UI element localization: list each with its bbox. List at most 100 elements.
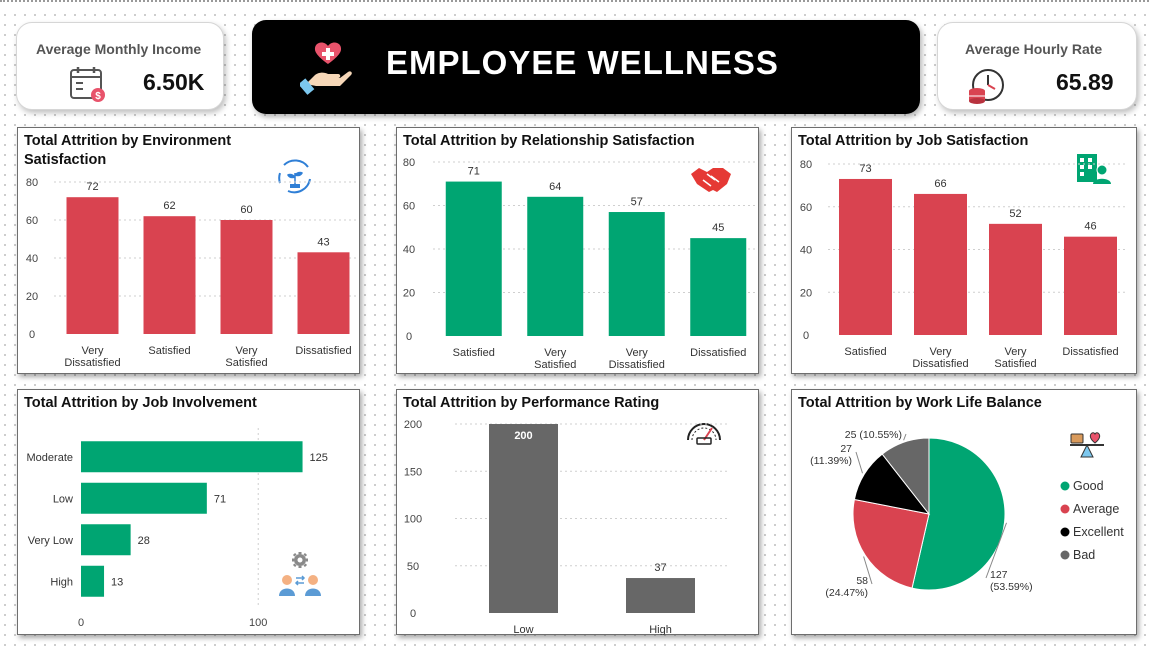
bar bbox=[81, 441, 303, 473]
pie-chart-work-life-balance: 127(53.59%) 58(24.47%) 27(11.39%) 25 (10.55… bbox=[810, 429, 1124, 599]
bar bbox=[608, 212, 665, 336]
x-tick-label: Very bbox=[81, 345, 104, 357]
data-label: 27 bbox=[840, 443, 852, 455]
chart-title: Total Attrition by Job Satisfaction bbox=[798, 133, 1029, 149]
x-tick-label: Low bbox=[513, 624, 533, 635]
data-label: 58 bbox=[856, 575, 868, 587]
bar bbox=[1064, 236, 1117, 335]
kpi-label: Average Hourly Rate bbox=[965, 41, 1103, 57]
leader-line bbox=[863, 556, 873, 585]
y-tick-label: 80 bbox=[26, 177, 38, 189]
y-tick-label: 40 bbox=[403, 244, 415, 256]
bar-chart-relationship-satisfaction: 02040608071Satisfied64VerySatisfied57Ver… bbox=[403, 157, 758, 371]
data-label: 45 bbox=[712, 222, 724, 234]
legend-entry: Average bbox=[1073, 502, 1119, 516]
x-tick-label: Dissatisfied bbox=[609, 359, 665, 371]
data-label: 60 bbox=[240, 204, 252, 216]
chart-panel-environment-satisfaction: Total Attrition by Environment Satisfact… bbox=[17, 127, 360, 374]
data-label: 52 bbox=[1009, 208, 1021, 220]
handshake-icon bbox=[691, 168, 731, 192]
leader-line bbox=[903, 433, 907, 441]
kpi-value-average-monthly-income: 6.50K bbox=[143, 69, 205, 95]
x-tick-label: Dissatisfied bbox=[1062, 346, 1118, 358]
legend-entry: Excellent bbox=[1073, 525, 1124, 539]
data-label: 28 bbox=[138, 535, 150, 547]
y-tick-label: 60 bbox=[800, 202, 812, 214]
y-tick-label: 60 bbox=[26, 215, 38, 227]
kpi-card-average-hourly-rate: Average Hourly Rate 65.89 bbox=[937, 22, 1137, 110]
y-tick-label: 200 bbox=[404, 419, 422, 431]
bar bbox=[66, 197, 119, 334]
legend-marker bbox=[1060, 481, 1070, 491]
bar bbox=[839, 178, 892, 335]
x-tick-label: Satisfied bbox=[148, 345, 190, 357]
bar-chart-performance-rating: 0 50 100 150 200 200 Low 37 High bbox=[404, 419, 729, 635]
chart-panel-relationship-satisfaction: Total Attrition by Relationship Satisfac… bbox=[396, 127, 759, 374]
legend-marker bbox=[1060, 550, 1070, 560]
pie-slice bbox=[881, 437, 930, 516]
clock-coins-icon bbox=[969, 69, 1004, 104]
data-label: 71 bbox=[214, 493, 226, 505]
y-tick-label: Very Low bbox=[28, 535, 73, 547]
y-tick-label: 20 bbox=[403, 288, 415, 300]
x-tick-label: 0 bbox=[78, 617, 84, 629]
x-tick-label: Very bbox=[929, 346, 952, 358]
data-label: (24.47%) bbox=[825, 587, 868, 599]
data-label: 62 bbox=[163, 200, 175, 212]
x-tick-label: High bbox=[649, 624, 672, 635]
kpi-value-average-hourly-rate: 65.89 bbox=[1056, 69, 1114, 95]
y-tick-label: Moderate bbox=[27, 452, 73, 464]
pie-slice bbox=[911, 437, 1006, 591]
top-dotted-border bbox=[0, 0, 1149, 6]
x-tick-label: Dissatisfied bbox=[64, 357, 120, 369]
bar bbox=[143, 216, 196, 334]
chart-panel-job-satisfaction: Total Attrition by Job Satisfaction 0 20 4… bbox=[791, 127, 1137, 374]
bar bbox=[81, 524, 131, 556]
x-tick-label: Satisfied bbox=[844, 346, 886, 358]
x-tick-label: Satisfied bbox=[994, 358, 1036, 370]
caring-hand-heart-icon bbox=[300, 42, 352, 95]
data-label: 125 bbox=[310, 452, 328, 464]
y-tick-label: 80 bbox=[800, 159, 812, 171]
work-life-scale-icon bbox=[1070, 432, 1104, 458]
legend-entry: Bad bbox=[1073, 548, 1095, 562]
data-label: 57 bbox=[631, 196, 643, 208]
data-label: 127 bbox=[990, 569, 1008, 581]
x-tick-label: Very bbox=[1004, 346, 1027, 358]
y-tick-label: 20 bbox=[26, 291, 38, 303]
x-tick-label: Dissatisfied bbox=[912, 358, 968, 370]
svg-text:$: $ bbox=[95, 91, 101, 102]
page-title: EMPLOYEE WELLNESS bbox=[386, 44, 779, 81]
legend-marker bbox=[1060, 527, 1070, 537]
leader-line bbox=[985, 522, 1007, 579]
kpi-label: Average Monthly Income bbox=[36, 41, 202, 57]
office-building-person-icon bbox=[1077, 154, 1111, 184]
legend-entry: Good bbox=[1073, 479, 1104, 493]
bar bbox=[489, 424, 558, 613]
data-label: (11.39%) bbox=[810, 455, 852, 467]
bar bbox=[81, 565, 105, 597]
y-tick-label: 60 bbox=[403, 201, 415, 213]
kpi-card-average-monthly-income: Average Monthly Income $ 6.50K bbox=[16, 22, 224, 110]
x-tick-label: Very bbox=[626, 347, 649, 359]
bar bbox=[297, 252, 350, 334]
data-label: 66 bbox=[934, 178, 946, 190]
data-label: 25 (10.55%) bbox=[845, 429, 902, 441]
bar bbox=[445, 181, 502, 336]
data-label: 43 bbox=[317, 236, 329, 248]
y-tick-label: 100 bbox=[404, 514, 422, 526]
pie-slice bbox=[852, 498, 930, 589]
data-label: 64 bbox=[549, 181, 561, 193]
x-tick-label: 100 bbox=[249, 617, 267, 629]
chart-title: Total Attrition by Performance Rating bbox=[403, 395, 660, 411]
y-tick-label: 0 bbox=[803, 330, 809, 342]
leader-line bbox=[855, 451, 863, 474]
x-tick-label: Dissatisfied bbox=[295, 345, 351, 357]
x-tick-label: Satisfied bbox=[534, 359, 576, 371]
y-tick-label: Low bbox=[53, 493, 73, 505]
data-label: 13 bbox=[111, 576, 123, 588]
team-collaboration-gear-icon bbox=[279, 552, 321, 596]
y-tick-label: 150 bbox=[404, 466, 422, 478]
bar bbox=[690, 238, 747, 336]
